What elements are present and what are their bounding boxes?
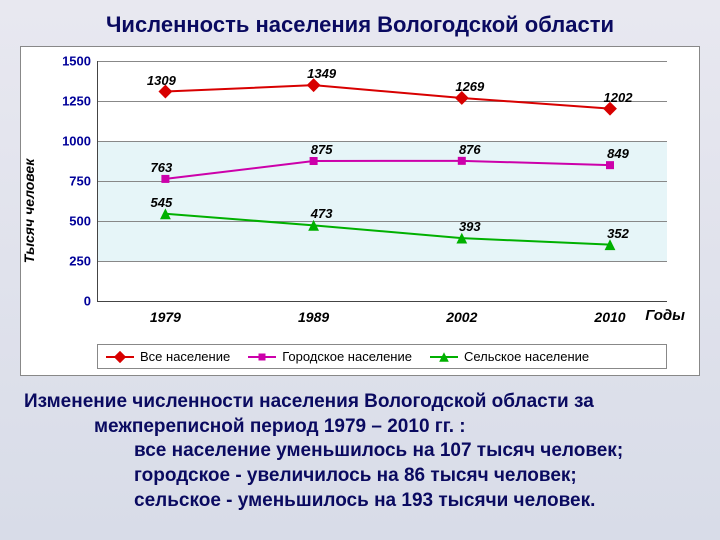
xtick-label: 2010 <box>594 309 625 325</box>
caption-line: городское - увеличилось на 86 тысяч чело… <box>24 464 696 489</box>
ytick-label: 0 <box>21 294 91 309</box>
x-axis-label: Годы <box>645 307 685 324</box>
data-label: 763 <box>151 160 173 175</box>
data-label: 473 <box>311 206 333 221</box>
legend-swatch <box>106 351 134 363</box>
ytick-label: 1000 <box>21 134 91 149</box>
xtick-label: 1979 <box>150 309 181 325</box>
data-label: 1202 <box>604 90 633 105</box>
page-title: Численность населения Вологодской област… <box>20 12 700 38</box>
data-label: 1309 <box>147 73 176 88</box>
data-label: 1269 <box>455 79 484 94</box>
data-label: 393 <box>459 219 481 234</box>
series-line <box>165 214 610 245</box>
data-label: 352 <box>607 226 629 241</box>
data-label: 876 <box>459 142 481 157</box>
legend-label: Городское население <box>282 349 412 364</box>
series-line <box>165 85 610 109</box>
legend-item: Городское население <box>248 349 412 364</box>
ytick-label: 1250 <box>21 94 91 109</box>
caption-line: межпереписной период 1979 – 2010 гг. : <box>24 415 696 440</box>
caption-block: Изменение численности населения Вологодс… <box>20 390 700 513</box>
data-label: 875 <box>311 142 333 157</box>
legend-item: Сельское население <box>430 349 589 364</box>
population-chart: 0250500750100012501500Тысяч человек19791… <box>20 46 700 376</box>
data-label: 1349 <box>307 66 336 81</box>
data-label: 849 <box>607 146 629 161</box>
legend-swatch <box>248 351 276 363</box>
y-axis-label: Тысяч человек <box>21 159 37 264</box>
legend-label: Сельское население <box>464 349 589 364</box>
legend: Все население Городское население Сельское… <box>97 344 667 369</box>
caption-line: Изменение численности населения Вологодс… <box>24 390 696 415</box>
legend-swatch <box>430 351 458 363</box>
data-label: 545 <box>151 195 173 210</box>
plot-svg <box>97 61 667 301</box>
legend-label: Все население <box>140 349 230 364</box>
ytick-label: 1500 <box>21 54 91 69</box>
x-axis <box>97 301 667 302</box>
caption-line: все население уменьшилось на 107 тысяч ч… <box>24 439 696 464</box>
caption-line: сельское - уменьшилось на 193 тысячи чел… <box>24 489 696 514</box>
xtick-label: 1989 <box>298 309 329 325</box>
series-line <box>165 161 610 179</box>
xtick-label: 2002 <box>446 309 477 325</box>
legend-item: Все население <box>106 349 230 364</box>
